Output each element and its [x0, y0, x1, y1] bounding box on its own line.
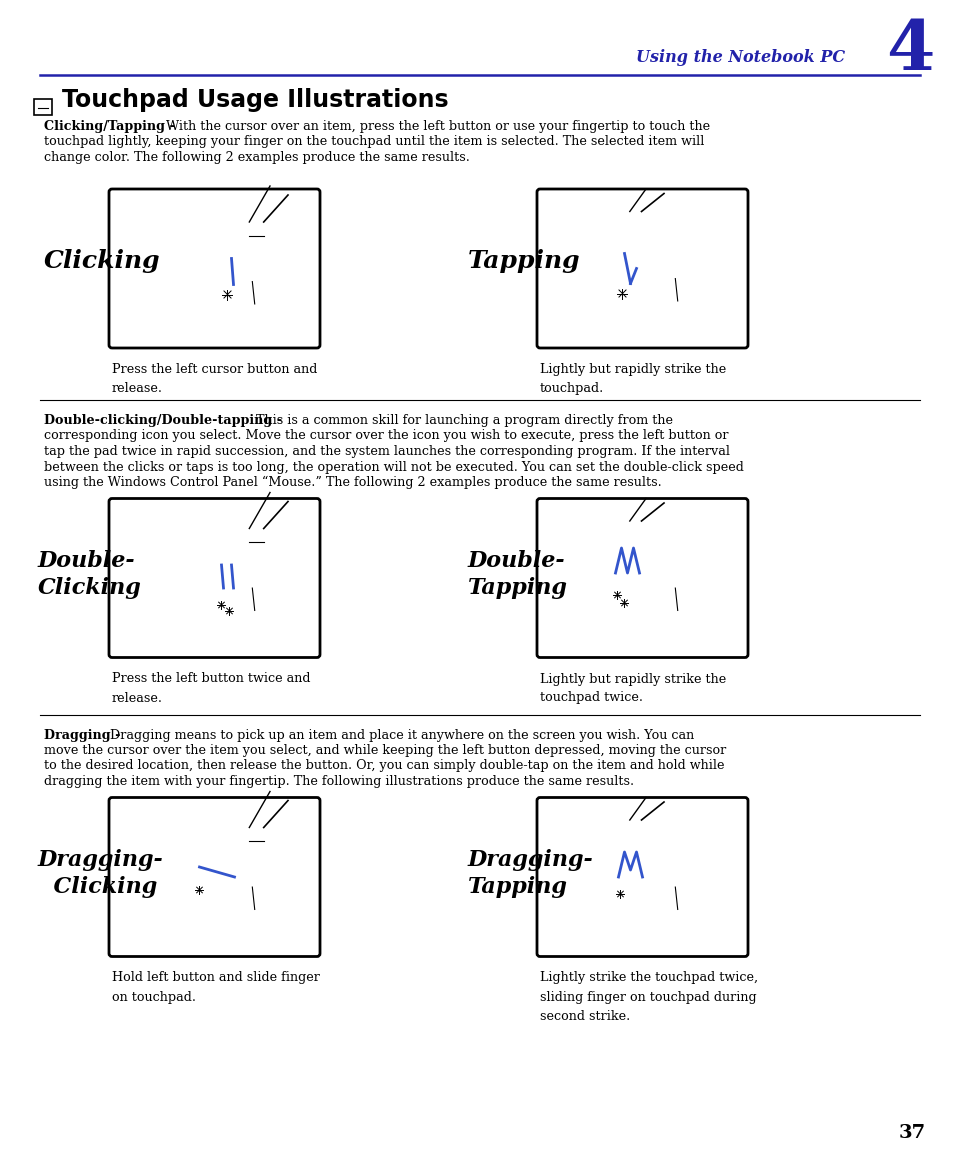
FancyBboxPatch shape [109, 797, 319, 956]
Text: Lightly strike the touchpad twice,
sliding finger on touchpad during
second stri: Lightly strike the touchpad twice, slidi… [539, 971, 758, 1022]
Polygon shape [231, 282, 276, 304]
Text: Dragging means to pick up an item and place it anywhere on the screen you wish. : Dragging means to pick up an item and pl… [106, 729, 694, 742]
Polygon shape [247, 222, 265, 267]
Text: between the clicks or taps is too long, the operation will not be executed. You : between the clicks or taps is too long, … [44, 461, 743, 474]
Polygon shape [247, 529, 265, 574]
Text: 4: 4 [885, 16, 933, 83]
FancyBboxPatch shape [537, 797, 747, 956]
Text: to the desired location, then release the button. Or, you can simply double-tap : to the desired location, then release th… [44, 760, 723, 773]
Polygon shape [231, 887, 276, 909]
Text: move the cursor over the item you select, and while keeping the left button depr: move the cursor over the item you select… [44, 744, 725, 757]
Text: change color. The following 2 examples produce the same results.: change color. The following 2 examples p… [44, 151, 470, 164]
Polygon shape [231, 588, 276, 611]
Text: Lightly but rapidly strike the
touchpad twice.: Lightly but rapidly strike the touchpad … [539, 672, 725, 705]
Text: Clicking/Tapping -: Clicking/Tapping - [44, 120, 174, 133]
Text: With the cursor over an item, press the left button or use your fingertip to tou: With the cursor over an item, press the … [162, 120, 709, 133]
FancyBboxPatch shape [109, 189, 319, 348]
Text: Dragging-
  Clicking: Dragging- Clicking [38, 849, 164, 899]
Polygon shape [247, 827, 265, 872]
FancyBboxPatch shape [537, 499, 747, 657]
Text: Double-clicking/Double-tapping -: Double-clicking/Double-tapping - [44, 413, 282, 427]
Polygon shape [152, 553, 286, 612]
Polygon shape [653, 278, 699, 301]
Text: Tapping: Tapping [468, 248, 580, 273]
Text: Press the left button twice and
release.: Press the left button twice and release. [112, 672, 310, 705]
Polygon shape [576, 852, 708, 911]
Polygon shape [635, 521, 647, 566]
Polygon shape [152, 852, 286, 911]
Text: touchpad lightly, keeping your finger on the touchpad until the item is selected: touchpad lightly, keeping your finger on… [44, 135, 703, 149]
Polygon shape [152, 247, 286, 306]
Polygon shape [576, 553, 708, 612]
Text: Double-
Clicking: Double- Clicking [38, 551, 142, 599]
FancyBboxPatch shape [109, 499, 319, 657]
Polygon shape [653, 887, 699, 909]
Text: corresponding icon you select. Move the cursor over the icon you wish to execute: corresponding icon you select. Move the … [44, 430, 728, 442]
Text: tap the pad twice in rapid succession, and the system launches the corresponding: tap the pad twice in rapid succession, a… [44, 445, 729, 459]
Text: This is a common skill for launching a program directly from the: This is a common skill for launching a p… [252, 413, 672, 427]
Text: using the Windows Control Panel “Mouse.” The following 2 examples produce the sa: using the Windows Control Panel “Mouse.”… [44, 476, 661, 490]
Polygon shape [623, 521, 636, 566]
Text: Double-
Tapping: Double- Tapping [468, 551, 567, 599]
Text: dragging the item with your fingertip. The following illustrations produce the s: dragging the item with your fingertip. T… [44, 775, 634, 788]
Bar [34, 99, 52, 116]
Polygon shape [576, 244, 708, 303]
FancyBboxPatch shape [537, 189, 747, 348]
Polygon shape [635, 820, 647, 865]
Text: Hold left button and slide finger
on touchpad.: Hold left button and slide finger on tou… [112, 971, 319, 1004]
Polygon shape [623, 820, 636, 865]
Polygon shape [635, 211, 647, 256]
Text: Touchpad Usage Illustrations: Touchpad Usage Illustrations [62, 88, 448, 112]
Text: Clicking: Clicking [44, 248, 160, 273]
Polygon shape [623, 211, 636, 256]
Text: Press the left cursor button and
release.: Press the left cursor button and release… [112, 363, 317, 395]
Text: Dragging -: Dragging - [44, 729, 120, 742]
Text: Using the Notebook PC: Using the Notebook PC [636, 50, 844, 67]
Text: 37: 37 [898, 1124, 924, 1142]
Text: Lightly but rapidly strike the
touchpad.: Lightly but rapidly strike the touchpad. [539, 363, 725, 395]
Text: Dragging-
Tapping: Dragging- Tapping [468, 849, 593, 899]
Polygon shape [653, 588, 699, 611]
